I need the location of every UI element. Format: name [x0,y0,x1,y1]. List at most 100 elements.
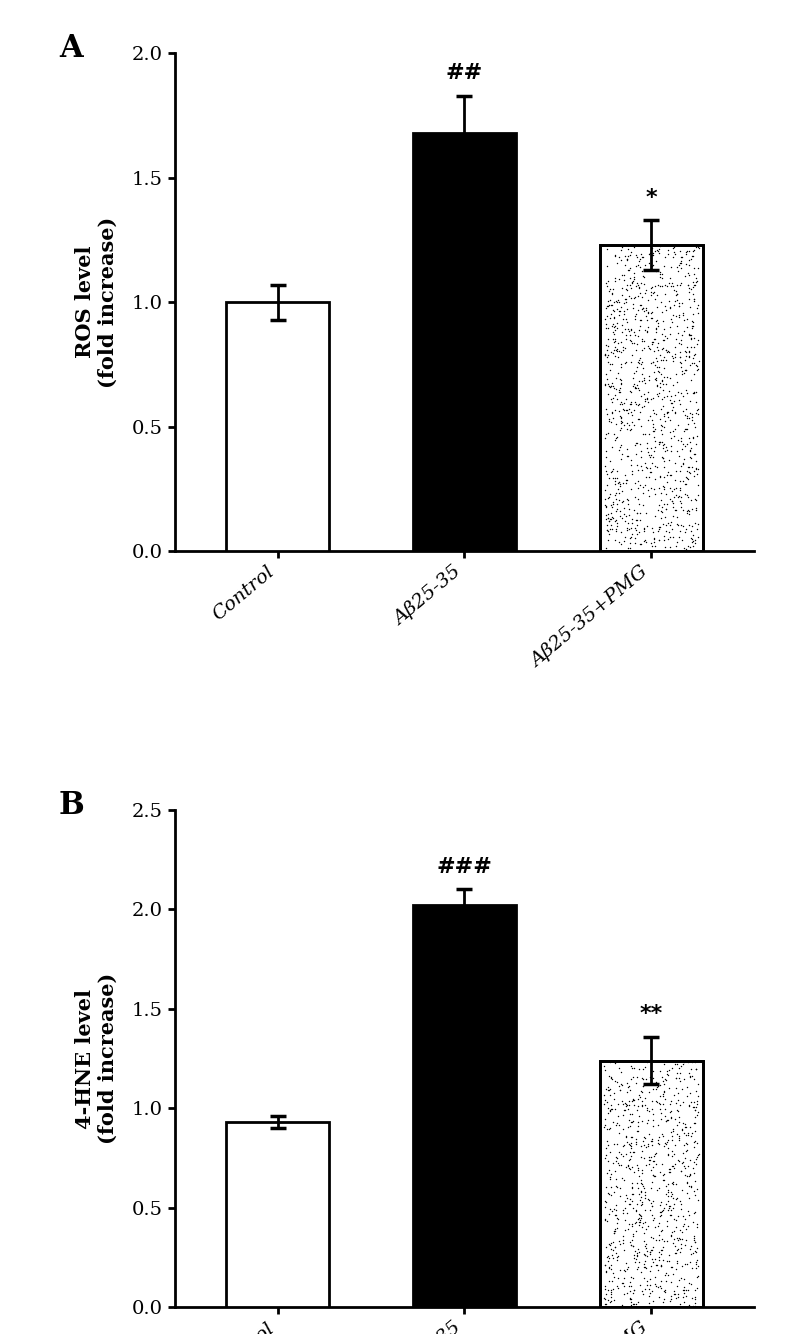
Point [669,402,681,423]
Point [603,1079,615,1101]
Point [637,483,649,504]
Point [684,1091,697,1113]
Point [653,1162,666,1183]
Point [609,331,622,352]
Point [611,1071,623,1093]
Point [653,528,665,550]
Point [607,300,620,321]
Point [630,444,642,466]
Point [647,528,660,550]
Point [653,1061,666,1082]
Point [628,532,641,554]
Point [637,265,649,287]
Point [656,432,669,454]
Point [622,1157,635,1178]
Point [687,283,700,304]
Point [682,342,695,363]
Text: *: * [646,188,657,208]
Point [684,527,697,548]
Point [656,263,669,284]
Point [599,1209,611,1230]
Point [640,279,653,300]
Point [640,1219,653,1241]
Point [688,1289,701,1310]
Point [657,448,669,470]
Point [665,1205,677,1226]
Point [684,1066,696,1087]
Point [684,328,697,350]
Point [612,440,625,462]
Point [634,534,646,555]
Point [688,383,701,404]
Point [612,304,625,325]
Point [659,340,672,362]
Point [681,1215,694,1237]
Point [602,530,615,551]
Point [657,347,670,368]
Point [600,1246,613,1267]
Point [692,1143,705,1165]
Point [653,530,665,551]
Point [687,240,700,261]
Point [601,276,614,297]
Point [675,356,688,378]
Point [638,1230,650,1251]
Point [653,1249,665,1270]
Point [655,363,668,384]
Point [603,295,615,316]
Point [633,1085,646,1106]
Point [670,1189,683,1210]
Point [655,1278,668,1299]
Point [683,1094,696,1115]
Point [672,487,684,508]
Point [665,440,677,462]
Point [604,1286,617,1307]
Point [606,492,619,514]
Point [666,491,679,512]
Point [642,1082,655,1103]
Point [647,340,660,362]
Point [599,1293,611,1314]
Point [642,479,654,500]
Point [654,376,667,398]
Point [599,496,612,518]
Point [667,420,680,442]
Point [626,1282,639,1303]
Point [691,297,703,319]
Point [683,515,696,536]
Point [623,320,636,342]
Point [687,264,700,285]
Point [690,1133,703,1154]
Point [661,1130,674,1151]
Point [645,1255,657,1277]
Point [686,456,699,478]
Point [628,1213,641,1234]
Point [645,307,657,328]
Point [671,1239,684,1261]
Point [605,1185,618,1206]
Point [660,1134,673,1155]
Point [646,414,659,435]
Point [689,532,702,554]
Point [691,355,703,376]
Point [668,1281,680,1302]
Point [675,1193,688,1214]
Point [638,1147,650,1169]
Point [667,1155,680,1177]
Point [614,475,626,496]
Point [650,384,663,406]
Point [611,1153,624,1174]
Point [610,1150,622,1171]
Point [661,464,674,486]
Point [638,265,650,287]
Point [634,281,647,303]
Point [669,470,682,491]
Point [604,1067,617,1089]
Point [636,260,649,281]
Point [647,1157,660,1178]
Point [605,1099,618,1121]
Point [604,289,617,311]
Point [686,406,699,427]
Point [658,456,671,478]
Point [600,519,613,540]
